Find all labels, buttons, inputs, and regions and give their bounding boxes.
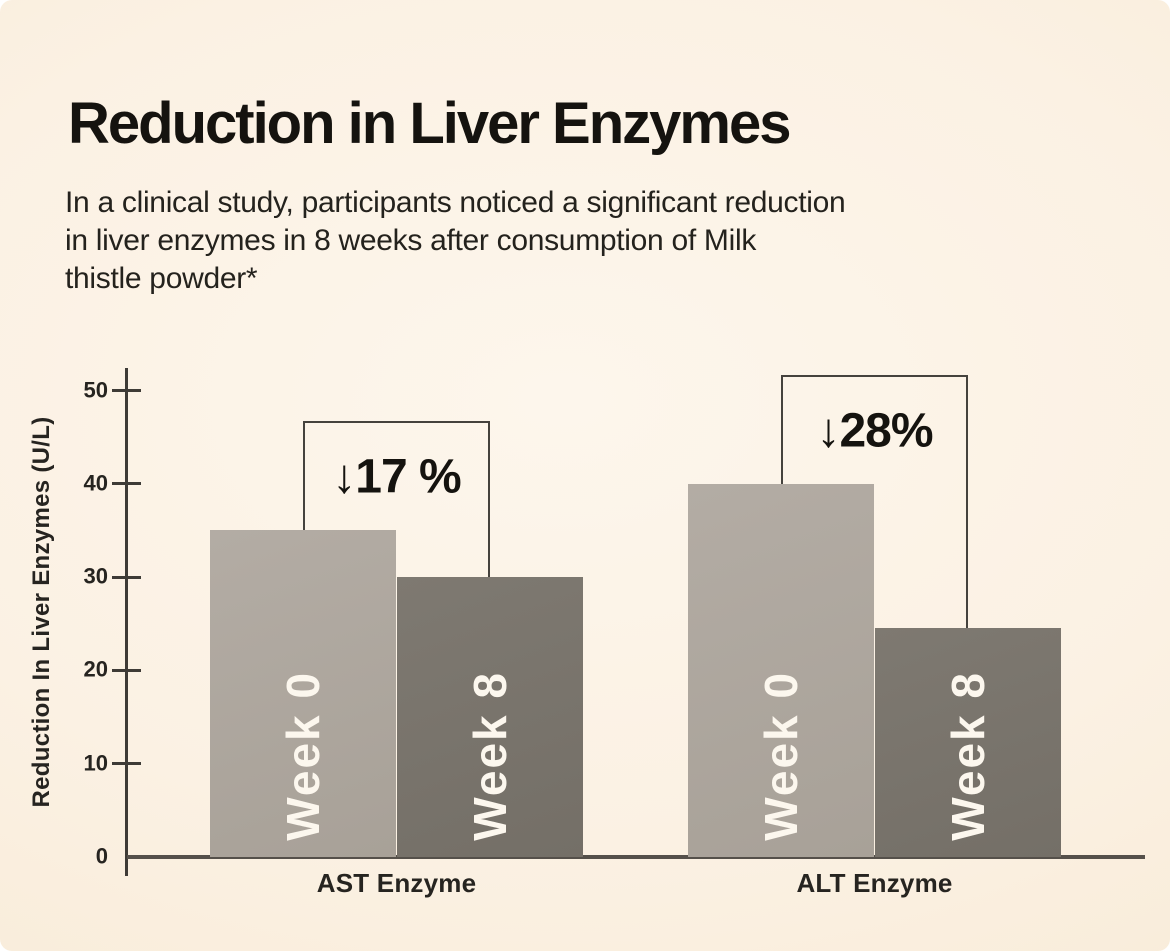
y-tick-label: 10 (83, 750, 108, 776)
subtitle: In a clinical study, participants notice… (65, 186, 846, 295)
bracket-left-line (781, 374, 783, 484)
y-tick-label: 50 (83, 376, 108, 402)
category-label-alt: ALT Enzyme (796, 868, 953, 898)
bracket-right-line (488, 421, 490, 578)
page-title: Reduction in Liver Enzymes (68, 91, 792, 156)
bar-ast-week8: Week 8 (397, 577, 583, 857)
bar-label-week0: Week 0 (277, 671, 329, 841)
y-tick-mark (112, 668, 141, 672)
y-tick-mark (112, 762, 141, 766)
reduction-label-alt: ↓28% (816, 404, 933, 458)
y-tick-label: 20 (83, 656, 108, 682)
bar-alt-week8: Week 8 (875, 628, 1061, 857)
bracket-left-line (303, 421, 305, 531)
y-tick-mark (112, 482, 141, 486)
bar-label-week0: Week 0 (755, 671, 807, 841)
bar-ast-week0: Week 0 (210, 530, 396, 857)
category-label-ast: AST Enzyme (316, 868, 477, 898)
y-tick-mark (112, 575, 141, 579)
y-tick-label: 30 (83, 563, 108, 589)
reduction-label-ast: ↓17 % (332, 450, 461, 504)
y-tick-mark (112, 389, 141, 392)
y-tick-label: 40 (83, 470, 108, 496)
y-axis-line (125, 368, 128, 876)
bracket-top-line (781, 374, 968, 377)
bar-label-week8: Week 8 (464, 671, 516, 841)
y-tick-label: 0 (95, 843, 108, 869)
bar-label-week8: Week 8 (942, 671, 994, 841)
bracket-top-line (303, 421, 490, 424)
bar-alt-week0: Week 0 (688, 483, 874, 857)
bracket-right-line (966, 374, 968, 629)
x-axis-line (127, 855, 1145, 859)
